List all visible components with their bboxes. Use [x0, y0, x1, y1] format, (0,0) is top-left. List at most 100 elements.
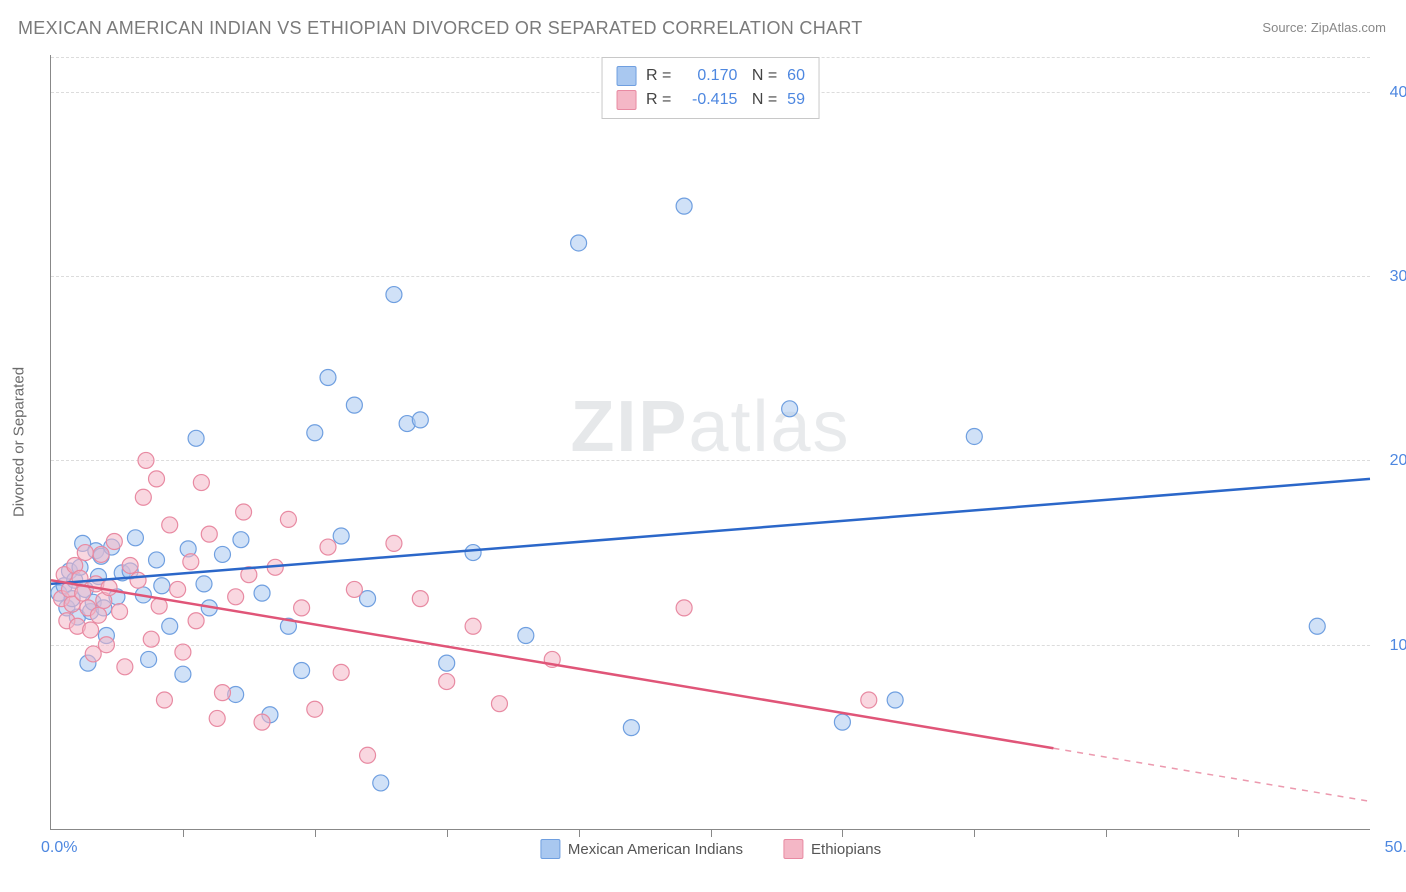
data-point — [90, 607, 106, 623]
legend-swatch-2 — [783, 839, 803, 859]
x-tick — [1106, 829, 1107, 837]
data-point — [175, 644, 191, 660]
data-point — [465, 618, 481, 634]
swatch-series-1 — [616, 66, 636, 86]
data-point — [412, 591, 428, 607]
y-tick-label: 10.0% — [1390, 637, 1406, 655]
y-tick-label: 40.0% — [1390, 84, 1406, 102]
data-point — [373, 775, 389, 791]
stats-n-label-2: N = — [747, 88, 777, 112]
x-tick — [974, 829, 975, 837]
chart-container: MEXICAN AMERICAN INDIAN VS ETHIOPIAN DIV… — [0, 0, 1406, 892]
x-tick — [447, 829, 448, 837]
stats-legend-box: R = 0.170 N = 60 R = -0.415 N = 59 — [601, 57, 820, 119]
legend-item-1: Mexican American Indians — [540, 839, 743, 859]
data-point — [887, 692, 903, 708]
data-point — [294, 663, 310, 679]
data-point — [162, 517, 178, 533]
data-point — [518, 628, 534, 644]
data-point — [386, 535, 402, 551]
y-tick-label: 20.0% — [1390, 452, 1406, 470]
legend-bottom: Mexican American Indians Ethiopians — [540, 839, 881, 859]
data-point — [214, 685, 230, 701]
data-point — [127, 530, 143, 546]
data-point — [77, 545, 93, 561]
data-point — [623, 720, 639, 736]
legend-label-2: Ethiopians — [811, 841, 881, 858]
source-attribution: Source: ZipAtlas.com — [1262, 20, 1386, 35]
x-tick — [579, 829, 580, 837]
stats-r-value-1: 0.170 — [681, 64, 737, 88]
data-point — [861, 692, 877, 708]
plot-area: Divorced or Separated 10.0%20.0%30.0%40.… — [50, 55, 1370, 830]
data-point — [320, 370, 336, 386]
data-point — [138, 452, 154, 468]
source-label: Source: — [1262, 20, 1307, 35]
legend-label-1: Mexican American Indians — [568, 841, 743, 858]
data-point — [233, 532, 249, 548]
data-point — [491, 696, 507, 712]
data-point — [106, 534, 122, 550]
data-point — [294, 600, 310, 616]
data-point — [135, 489, 151, 505]
data-point — [320, 539, 336, 555]
stats-n-value-1: 60 — [787, 64, 805, 88]
data-point — [209, 710, 225, 726]
data-point — [149, 552, 165, 568]
chart-title: MEXICAN AMERICAN INDIAN VS ETHIOPIAN DIV… — [18, 18, 863, 39]
data-point — [183, 554, 199, 570]
data-point — [254, 714, 270, 730]
x-tick — [315, 829, 316, 837]
data-point — [188, 430, 204, 446]
data-point — [188, 613, 204, 629]
data-point — [254, 585, 270, 601]
stats-r-label-2: R = — [646, 88, 671, 112]
data-point — [117, 659, 133, 675]
data-point — [228, 589, 244, 605]
data-point — [130, 572, 146, 588]
data-point — [280, 511, 296, 527]
swatch-series-2 — [616, 90, 636, 110]
data-point — [162, 618, 178, 634]
data-point — [236, 504, 252, 520]
data-point — [676, 600, 692, 616]
x-axis-label-0: 0.0% — [41, 839, 77, 857]
x-tick — [1238, 829, 1239, 837]
data-point — [346, 581, 362, 597]
data-point — [439, 674, 455, 690]
data-point — [333, 664, 349, 680]
data-point — [101, 580, 117, 596]
x-axis-label-50: 50.0% — [1385, 839, 1406, 857]
data-point — [465, 545, 481, 561]
data-point — [782, 401, 798, 417]
data-point — [141, 651, 157, 667]
data-point — [307, 425, 323, 441]
data-point — [214, 546, 230, 562]
data-point — [676, 198, 692, 214]
data-point — [170, 581, 186, 597]
data-point — [196, 576, 212, 592]
data-point — [93, 546, 109, 562]
data-point — [386, 287, 402, 303]
data-point — [193, 475, 209, 491]
y-tick-label: 30.0% — [1390, 268, 1406, 286]
stats-n-value-2: 59 — [787, 88, 805, 112]
data-point — [966, 428, 982, 444]
stats-r-value-2: -0.415 — [681, 88, 737, 112]
data-point — [122, 557, 138, 573]
stats-row-1: R = 0.170 N = 60 — [616, 64, 805, 88]
source-name: ZipAtlas.com — [1311, 20, 1386, 35]
data-point — [346, 397, 362, 413]
data-point — [154, 578, 170, 594]
data-point — [83, 622, 99, 638]
data-point — [412, 412, 428, 428]
legend-item-2: Ethiopians — [783, 839, 881, 859]
stats-n-label-1: N = — [747, 64, 777, 88]
data-point — [439, 655, 455, 671]
data-point — [156, 692, 172, 708]
data-point — [98, 637, 114, 653]
data-point — [201, 526, 217, 542]
data-point — [112, 604, 128, 620]
plot-svg — [51, 55, 1370, 829]
data-point — [834, 714, 850, 730]
